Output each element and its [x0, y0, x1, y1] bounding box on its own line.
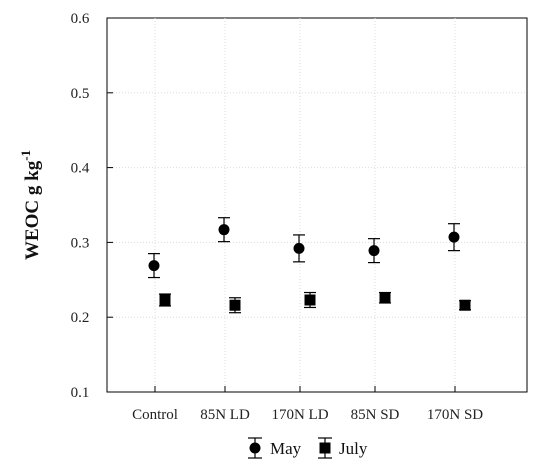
legend-item-july: July: [318, 437, 368, 459]
grid: [107, 18, 527, 392]
legend-july-marker: [319, 442, 331, 454]
may-point: [368, 245, 380, 257]
july-point: [229, 299, 241, 311]
x-tick-label: 170N LD: [271, 407, 328, 423]
legend-may-label: May: [270, 439, 302, 458]
x-tick-label: 170N SD: [427, 407, 483, 423]
july-point: [159, 294, 171, 306]
y-tick-label: 0.1: [71, 385, 90, 401]
y-axis-title-text: WEOC g kg: [22, 160, 43, 260]
y-axis-ticks: 0.1 0.2 0.3 0.4 0.5 0.6: [71, 11, 113, 401]
may-point: [218, 224, 230, 236]
y-tick-label: 0.4: [71, 161, 90, 177]
y-tick-label: 0.3: [71, 235, 90, 251]
legend: May July: [248, 437, 368, 459]
x-tick-label: 85N LD: [200, 407, 250, 423]
may-point: [293, 242, 305, 254]
legend-item-may: May: [248, 437, 302, 459]
x-tick-label: 85N SD: [351, 407, 400, 423]
data-series: [148, 217, 471, 314]
x-tick-label: Control: [132, 407, 178, 423]
may-point: [148, 260, 160, 272]
x-axis-ticks: Control 85N LD 170N LD 85N SD 170N SD: [132, 386, 483, 423]
legend-july-label: July: [339, 439, 368, 458]
july-point: [379, 292, 391, 304]
plot-area: [106, 17, 528, 393]
may-point: [448, 231, 460, 243]
legend-may-marker: [249, 442, 261, 454]
july-point: [304, 294, 316, 306]
y-tick-label: 0.5: [71, 86, 90, 102]
y-axis-title: WEOC g kg-1: [18, 150, 43, 260]
y-axis-title-superscript: -1: [18, 150, 33, 161]
y-tick-label: 0.6: [71, 11, 90, 27]
y-tick-label: 0.2: [71, 310, 90, 326]
july-point: [459, 299, 471, 311]
